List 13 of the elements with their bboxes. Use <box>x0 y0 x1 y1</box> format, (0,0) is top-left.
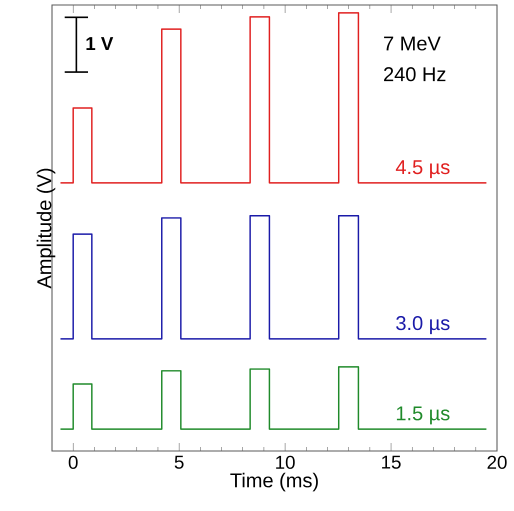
x-tick-label: 5 <box>174 456 184 469</box>
x-axis-title: Time (ms) <box>230 472 318 492</box>
x-tick-label: 10 <box>276 456 295 469</box>
series-label: 4.5 µs <box>396 160 450 178</box>
series-label: 3.0 µs <box>396 316 450 334</box>
y-axis-title: Amplitude (V) <box>36 168 56 289</box>
x-tick-label: 0 <box>68 456 78 469</box>
x-tick-label: 15 <box>382 456 401 469</box>
annotation: 7 MeV <box>384 36 441 51</box>
series-label: 1.5 µs <box>396 406 450 424</box>
x-tick-label: 20 <box>488 456 507 469</box>
annotation: 1 V <box>86 37 114 50</box>
annotation: 240 Hz <box>384 67 446 82</box>
